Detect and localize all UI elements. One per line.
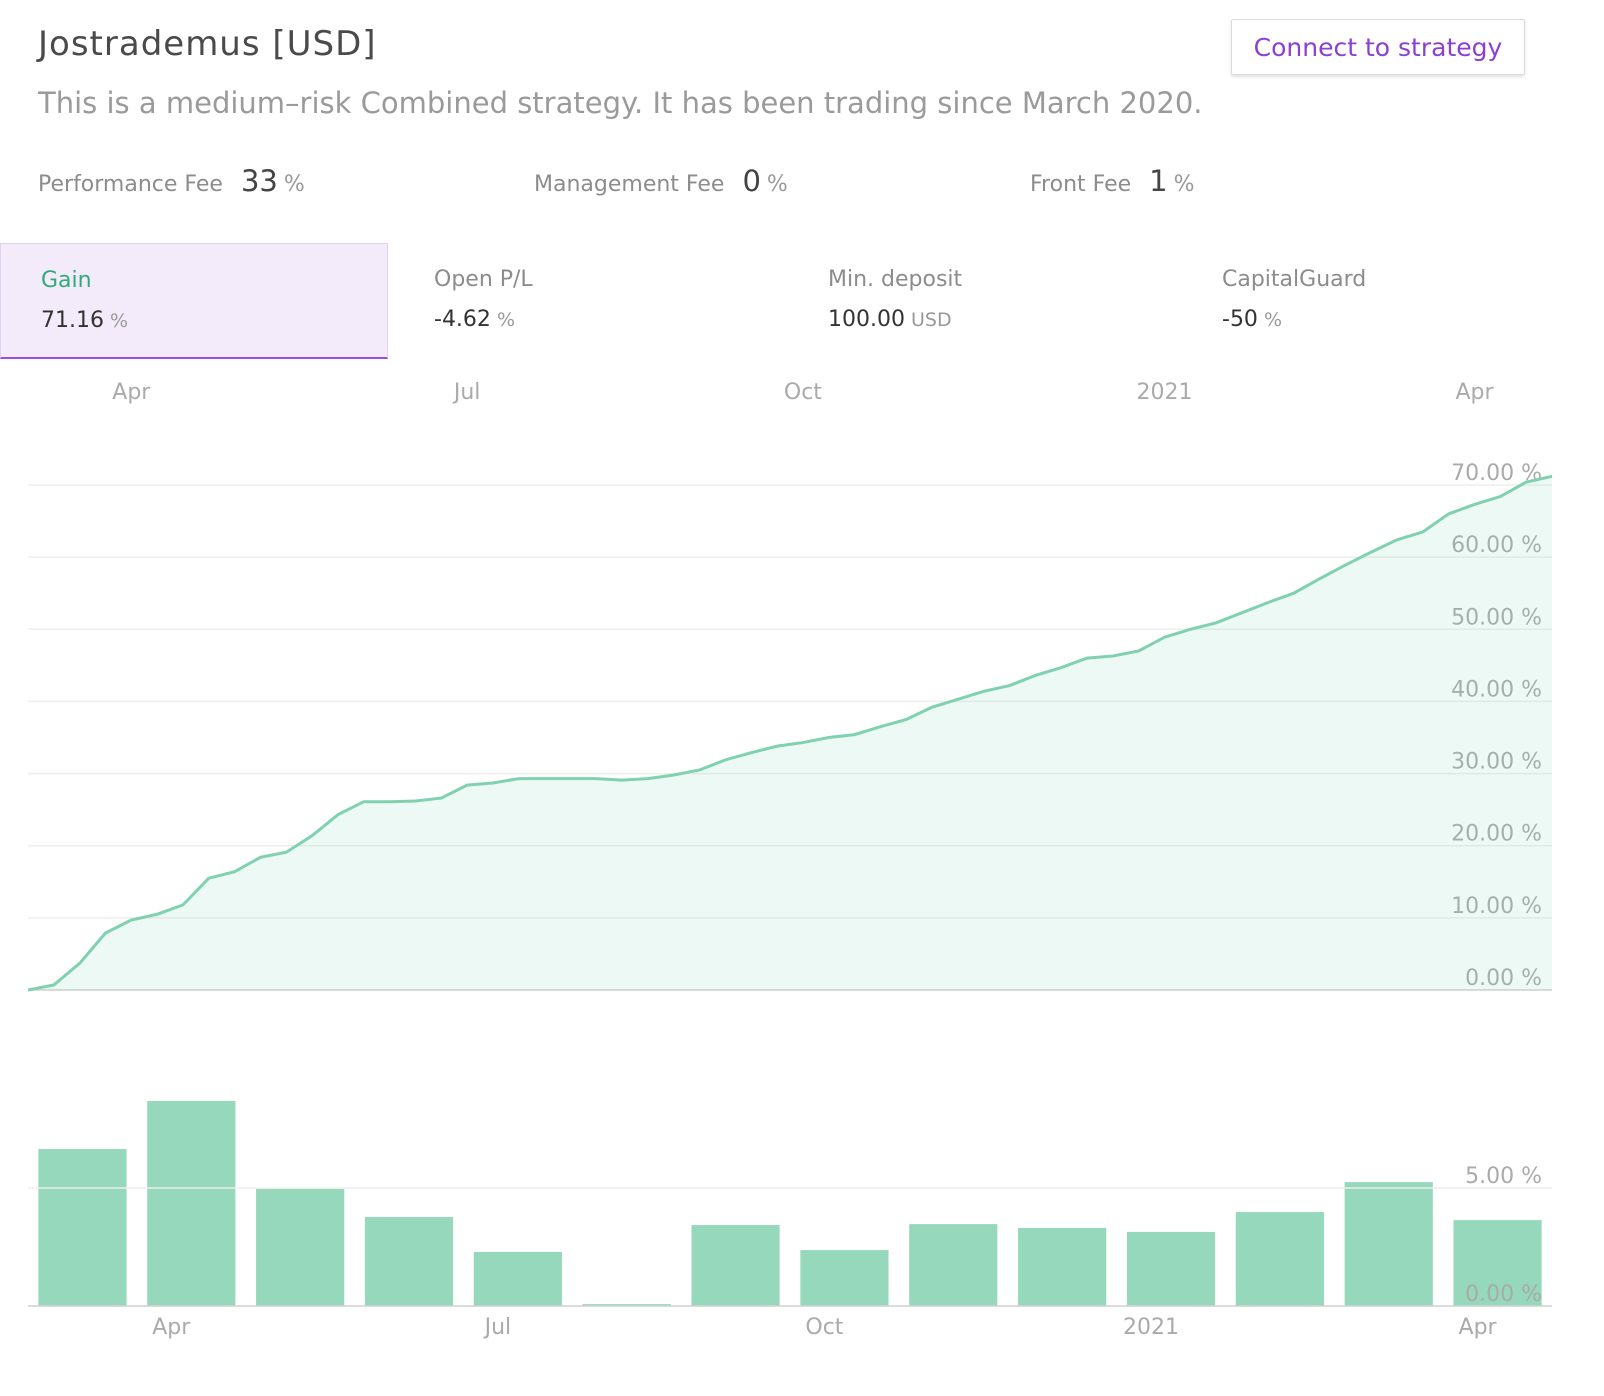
bar — [1235, 1212, 1324, 1306]
x-tick-label: Apr — [1455, 380, 1494, 405]
fee-unit: % — [283, 172, 305, 197]
stat-row: -4.62% — [434, 307, 788, 332]
fee-label: Performance Fee — [38, 172, 223, 197]
y-tick-label: 40.00 % — [1451, 677, 1542, 702]
stat-label: Gain — [41, 268, 92, 293]
stat-value: 71.16 — [41, 308, 104, 333]
fee-unit: % — [1173, 172, 1195, 197]
stat-tab[interactable]: CapitalGuard -50% — [1182, 243, 1576, 359]
y-tick-label: 5.00 % — [1465, 1164, 1542, 1189]
x-tick-label: Jul — [483, 1315, 512, 1340]
stat-unit: % — [496, 309, 515, 331]
y-tick-label: 0.00 % — [1465, 1282, 1542, 1307]
bar — [38, 1149, 127, 1306]
stat-row: 71.16% — [41, 308, 387, 333]
fee: Management Fee 0% — [534, 164, 788, 198]
y-tick-label: 30.00 % — [1451, 750, 1542, 775]
fee-value: 0 — [742, 164, 761, 198]
area — [28, 476, 1552, 990]
bar — [364, 1217, 454, 1306]
stat-tab[interactable]: Gain 71.16% — [0, 243, 388, 359]
stat-row: 100.00 USD — [828, 307, 1182, 332]
bar — [147, 1100, 236, 1306]
x-tick-label: 2021 — [1137, 380, 1193, 405]
stat-label: CapitalGuard — [1222, 267, 1367, 292]
stat-label: Open P/L — [434, 267, 533, 292]
fee-unit: % — [766, 172, 788, 197]
bar — [909, 1224, 998, 1306]
connect-button[interactable]: Connect to strategy — [1231, 19, 1525, 75]
stat-value: 100.00 — [828, 307, 905, 332]
fee-label: Management Fee — [534, 172, 725, 197]
x-tick-label: Oct — [784, 380, 822, 405]
y-tick-label: 60.00 % — [1451, 533, 1542, 558]
y-tick-label: 10.00 % — [1451, 894, 1542, 919]
x-tick-label: Oct — [805, 1315, 843, 1340]
stat-value: -4.62 — [434, 307, 491, 332]
bar — [1344, 1182, 1433, 1306]
fee: Front Fee 1% — [1030, 164, 1195, 198]
stat-value: -50 — [1222, 307, 1258, 332]
bar — [1126, 1231, 1216, 1306]
x-tick-label: Apr — [112, 380, 151, 405]
stat-unit: % — [1263, 309, 1282, 331]
bar — [1018, 1227, 1107, 1306]
x-tick-label: Jul — [452, 380, 481, 405]
stat-tab[interactable]: Open P/L -4.62% — [394, 243, 788, 359]
y-tick-label: 50.00 % — [1451, 605, 1542, 630]
bar — [1453, 1220, 1542, 1306]
title: Jostrademus [USD] — [38, 24, 377, 64]
stat-row: -50% — [1222, 307, 1576, 332]
bar — [256, 1188, 345, 1306]
y-tick-label: 20.00 % — [1451, 822, 1542, 847]
line — [27, 474, 1553, 992]
y-tick-label: 0.00 % — [1465, 966, 1542, 991]
fee: Performance Fee 33% — [38, 164, 305, 198]
x-tick-label: 2021 — [1123, 1315, 1179, 1340]
stat-label: Min. deposit — [828, 267, 963, 292]
bar — [582, 1304, 671, 1306]
stat-unit: USD — [910, 309, 952, 331]
fee-value: 33 — [240, 164, 278, 198]
description: This is a medium–risk Combined strategy.… — [38, 86, 1203, 120]
fee-label: Front Fee — [1030, 172, 1132, 197]
bar — [800, 1250, 889, 1306]
bar — [691, 1225, 780, 1306]
x-tick-label: Apr — [1459, 1315, 1498, 1340]
stat-tab[interactable]: Min. deposit 100.00 USD — [788, 243, 1182, 359]
x-tick-label: Apr — [152, 1315, 191, 1340]
fee-value: 1 — [1149, 164, 1168, 198]
bar — [473, 1251, 562, 1306]
stat-unit: % — [109, 310, 129, 332]
